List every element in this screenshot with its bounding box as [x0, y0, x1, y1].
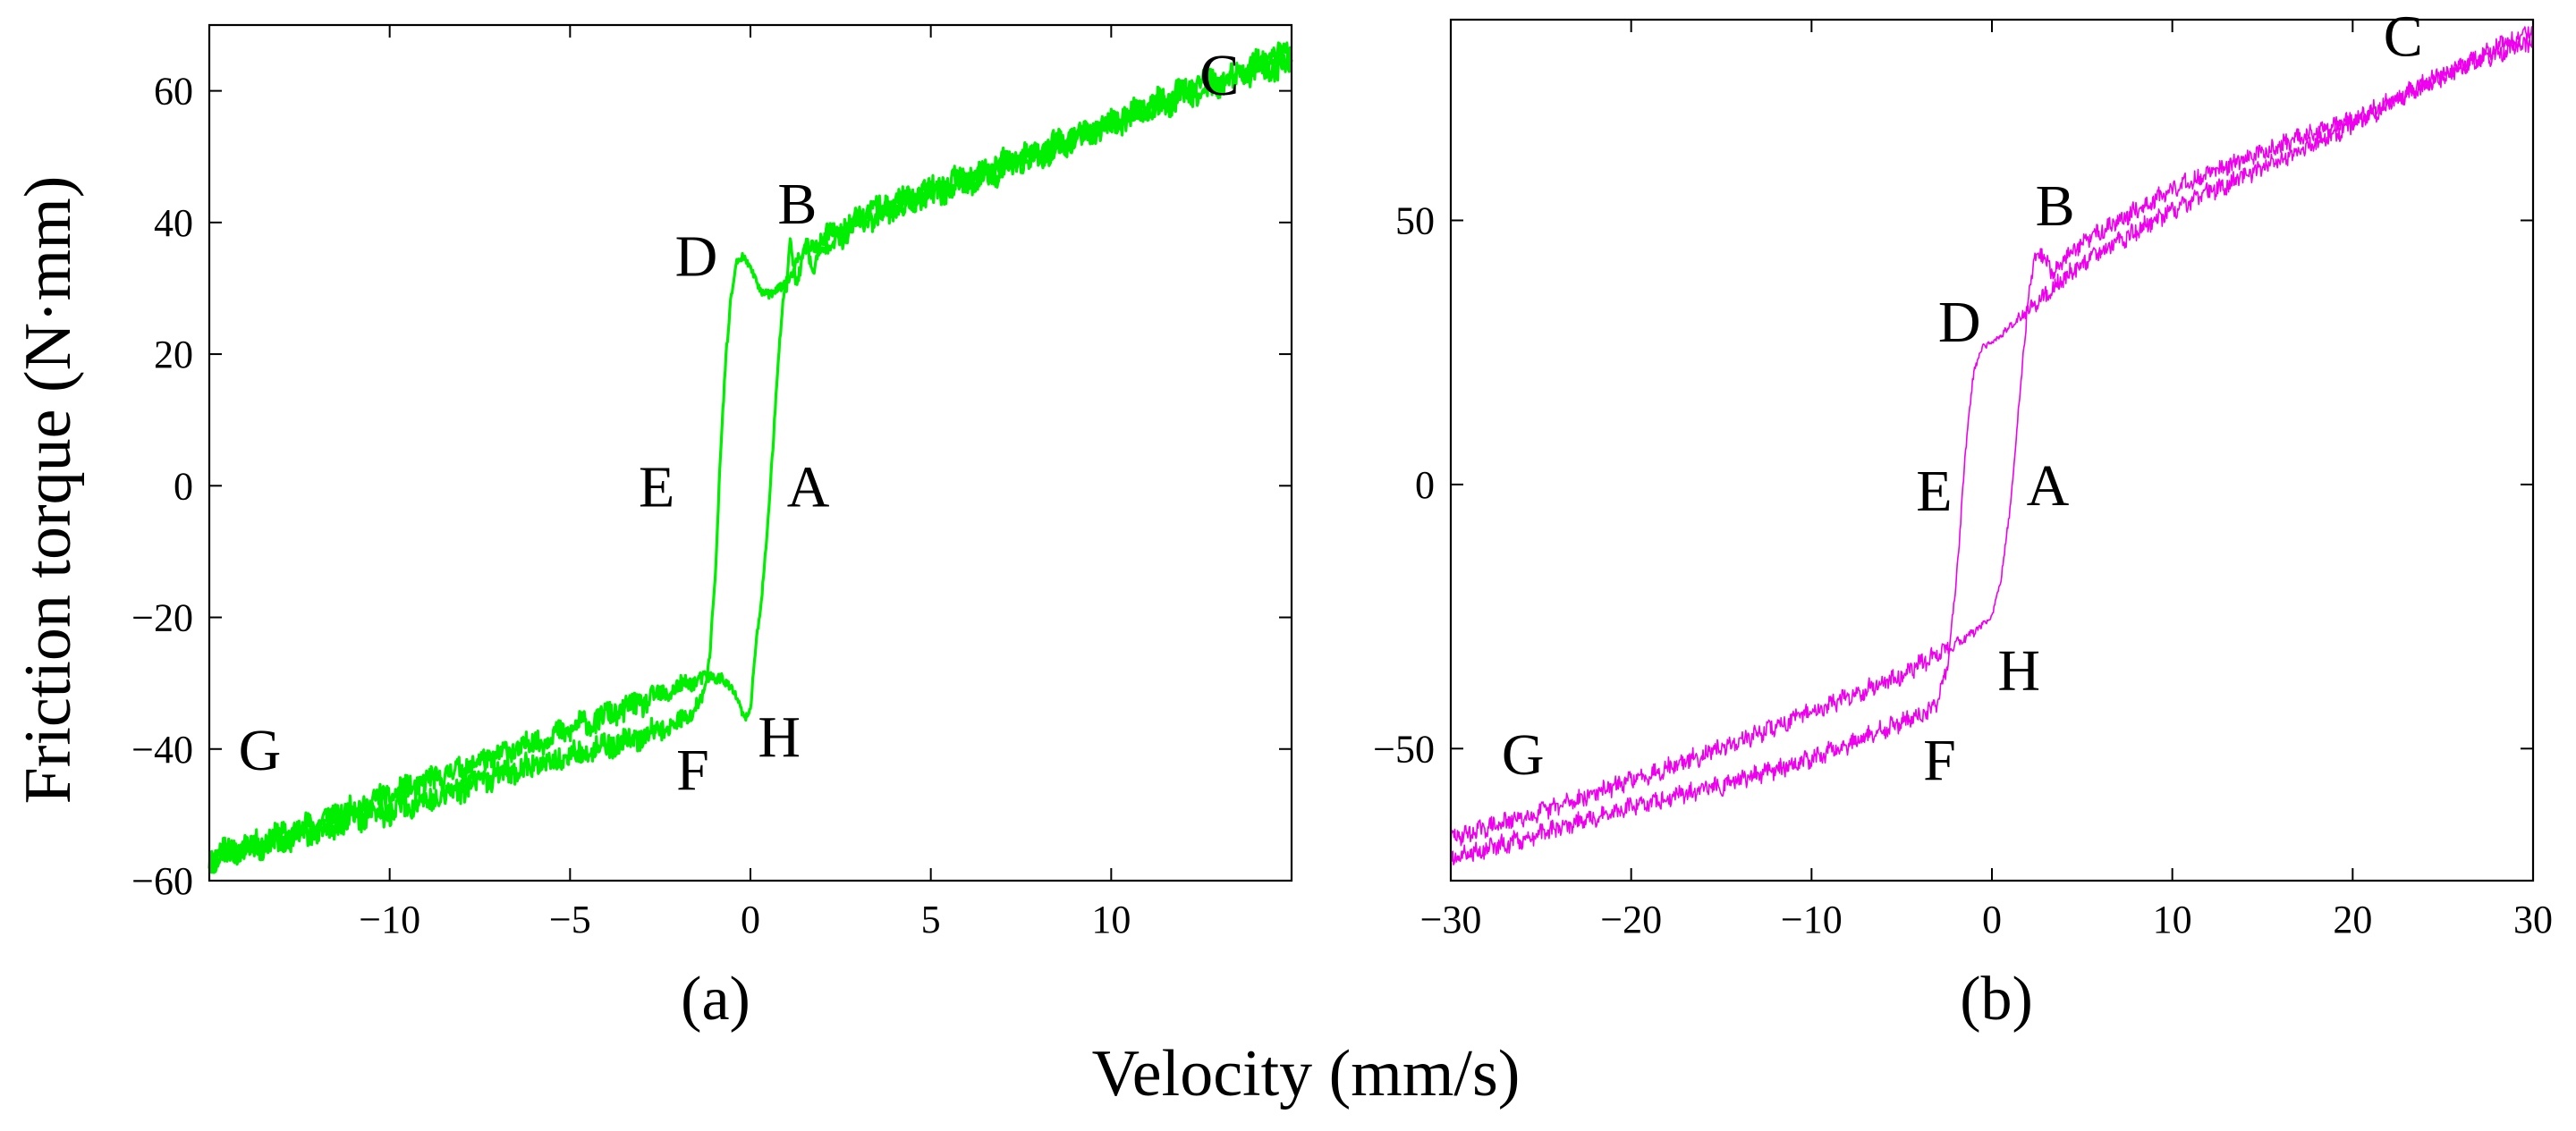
panel-b-xtick-label: −10	[1781, 898, 1843, 941]
panel-a-xtick-label: 0	[741, 898, 760, 941]
panel-a-ytick-label: 40	[154, 201, 193, 245]
panel-b-annotation-B: B	[2036, 173, 2075, 239]
panel-a-xtick-label: 5	[921, 898, 941, 941]
panel-a-annotation-C: C	[1199, 43, 1239, 108]
panel-a-caption: (a)	[681, 965, 750, 1034]
panel-b-xtick-label: −30	[1420, 898, 1482, 941]
panel-a-series-2	[208, 41, 1293, 869]
panel-b-xtick-label: 30	[2513, 898, 2553, 941]
panel-a-xtick-label: −10	[359, 898, 420, 941]
panel-a-annotation-D: D	[675, 224, 718, 290]
panel-a-xtick-label: −5	[549, 898, 591, 941]
panel-b-ytick-label: 0	[1415, 463, 1435, 507]
panel-a-chart: −10 −5 0 5 10 −60 −40 −20 0 20 40 60 A B C D E FH G (a)	[131, 23, 1293, 1034]
panel-a-annotation-G: G	[239, 718, 282, 783]
panel-b-annotation-C: C	[2384, 4, 2423, 70]
panel-b-series-2	[1450, 35, 2534, 865]
panel-b-ytick-label: −50	[1373, 727, 1435, 771]
panel-b-ytick-label: 50	[1395, 199, 1435, 243]
panel-a-annotation-A: A	[787, 454, 830, 519]
panel-b-axes-frame	[1449, 18, 2535, 882]
panel-a-annotation-F: F	[676, 738, 709, 803]
panel-b-xtick-label: 10	[2153, 898, 2192, 941]
panel-a-annotation-H: H	[758, 705, 801, 770]
panel-b-series-1	[1450, 26, 2534, 847]
panel-a-ytick-label: −40	[131, 728, 193, 772]
panel-a-annotation-E: E	[639, 454, 674, 519]
panel-b-xtick-label: −20	[1600, 898, 1662, 941]
panel-b-xtick-label: 0	[1982, 898, 2002, 941]
panel-b-annotation-F: F	[1923, 728, 1956, 793]
panel-b-annotation-D: D	[1938, 290, 1981, 355]
x-axis-title: Velocity (mm/s)	[1092, 1037, 1521, 1110]
panel-a-ytick-label: 60	[154, 70, 193, 114]
panel-a-series-1	[208, 51, 1292, 874]
panel-b-annotation-E: E	[1916, 459, 1952, 524]
panel-a-axes-frame	[208, 23, 1293, 882]
y-axis-title: Friction torque (N·mm)	[12, 176, 85, 805]
panel-a-annotation-B: B	[777, 172, 817, 237]
panel-b-caption: (b)	[1960, 965, 2033, 1034]
panel-b-xtick-label: 20	[2333, 898, 2372, 941]
panel-a-xtick-label: 10	[1091, 898, 1131, 941]
panel-a-ytick-label: 0	[174, 464, 193, 508]
panel-a-ytick-label: −20	[131, 596, 193, 640]
panel-b-annotation-A: A	[2027, 453, 2070, 519]
panel-b-annotation-G: G	[1502, 722, 1545, 788]
panel-b-chart: −30 −20 −10 0 10 20 30 −50 0 50 A B C D E FH G (b)	[1373, 4, 2553, 1034]
panel-a-ytick-label: −60	[131, 859, 193, 903]
panel-b-annotation-H: H	[1997, 638, 2040, 704]
panel-a-ytick-label: 20	[154, 333, 193, 376]
